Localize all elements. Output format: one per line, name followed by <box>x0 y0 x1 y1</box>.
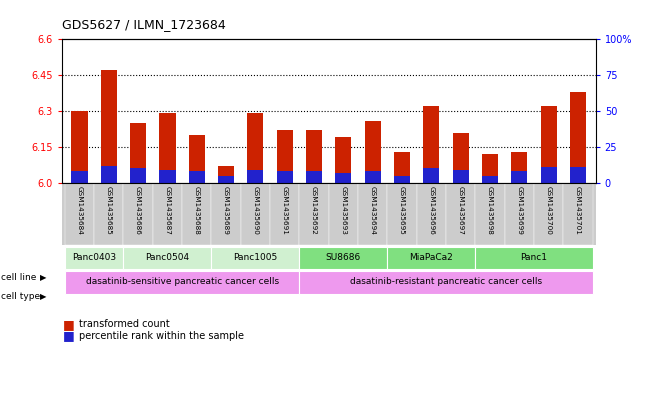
Bar <box>570 167 586 183</box>
Text: Panc0504: Panc0504 <box>145 253 189 262</box>
Text: ■: ■ <box>63 329 75 343</box>
Bar <box>247 114 264 183</box>
Text: transformed count: transformed count <box>79 319 170 329</box>
Bar <box>417 183 446 246</box>
Bar <box>482 176 498 183</box>
Bar <box>534 183 563 246</box>
Bar <box>65 183 94 246</box>
Text: GSM1435684: GSM1435684 <box>76 186 83 235</box>
Bar <box>358 183 387 246</box>
Text: GSM1435692: GSM1435692 <box>311 186 317 235</box>
Bar <box>475 247 592 269</box>
Bar <box>72 171 87 183</box>
Bar <box>65 271 299 294</box>
Bar <box>446 183 475 246</box>
Bar <box>212 183 241 246</box>
Bar <box>159 114 176 183</box>
Bar <box>423 168 439 183</box>
Text: dasatinib-sensitive pancreatic cancer cells: dasatinib-sensitive pancreatic cancer ce… <box>85 277 279 286</box>
Text: GSM1435686: GSM1435686 <box>135 186 141 235</box>
Bar <box>475 183 505 246</box>
Bar <box>159 170 176 183</box>
Text: ■: ■ <box>63 318 75 331</box>
Bar <box>394 176 410 183</box>
Text: GSM1435697: GSM1435697 <box>458 186 464 235</box>
Bar <box>505 183 534 246</box>
Bar <box>423 106 439 183</box>
Bar <box>124 183 153 246</box>
Bar <box>189 171 205 183</box>
Text: GSM1435699: GSM1435699 <box>516 186 522 235</box>
Text: GSM1435685: GSM1435685 <box>105 186 112 235</box>
Bar <box>335 173 352 183</box>
Bar <box>218 176 234 183</box>
Text: cell type: cell type <box>1 292 40 301</box>
Text: ▶: ▶ <box>40 292 47 301</box>
Bar <box>511 152 527 183</box>
Text: Panc1005: Panc1005 <box>233 253 277 262</box>
Text: SU8686: SU8686 <box>326 253 361 262</box>
Text: cell line: cell line <box>1 273 36 281</box>
Bar <box>241 183 270 246</box>
Bar <box>101 70 117 183</box>
Text: MiaPaCa2: MiaPaCa2 <box>409 253 453 262</box>
Text: GSM1435694: GSM1435694 <box>370 186 376 235</box>
Text: GSM1435690: GSM1435690 <box>253 186 258 235</box>
Bar <box>365 121 381 183</box>
Bar <box>299 247 387 269</box>
Text: GDS5627 / ILMN_1723684: GDS5627 / ILMN_1723684 <box>62 18 226 31</box>
Bar <box>306 130 322 183</box>
Bar <box>130 123 146 183</box>
Bar <box>563 183 592 246</box>
Text: GSM1435687: GSM1435687 <box>165 186 171 235</box>
Bar <box>189 135 205 183</box>
Bar <box>72 111 87 183</box>
Text: dasatinib-resistant pancreatic cancer cells: dasatinib-resistant pancreatic cancer ce… <box>350 277 542 286</box>
Bar <box>94 183 124 246</box>
Bar <box>452 132 469 183</box>
Bar <box>570 92 586 183</box>
Text: GSM1435696: GSM1435696 <box>428 186 434 235</box>
Bar <box>511 171 527 183</box>
Bar <box>452 170 469 183</box>
Bar <box>212 247 299 269</box>
Bar <box>335 137 352 183</box>
Bar <box>482 154 498 183</box>
Text: GSM1435689: GSM1435689 <box>223 186 229 235</box>
Text: GSM1435698: GSM1435698 <box>487 186 493 235</box>
Text: ▶: ▶ <box>40 273 47 281</box>
Bar <box>277 130 293 183</box>
Bar <box>306 171 322 183</box>
Text: GSM1435691: GSM1435691 <box>282 186 288 235</box>
Text: GSM1435688: GSM1435688 <box>194 186 200 235</box>
Bar <box>299 271 592 294</box>
Bar <box>329 183 358 246</box>
Text: GSM1435693: GSM1435693 <box>340 186 346 235</box>
Text: Panc1: Panc1 <box>521 253 547 262</box>
Text: GSM1435700: GSM1435700 <box>546 186 552 235</box>
Text: GSM1435701: GSM1435701 <box>575 186 581 235</box>
Text: percentile rank within the sample: percentile rank within the sample <box>79 331 244 341</box>
Bar <box>182 183 212 246</box>
Bar <box>218 166 234 183</box>
Text: GSM1435695: GSM1435695 <box>399 186 405 235</box>
Bar <box>299 183 329 246</box>
Bar <box>130 168 146 183</box>
Bar <box>387 183 417 246</box>
Bar <box>247 170 264 183</box>
Bar <box>65 247 124 269</box>
Bar <box>387 247 475 269</box>
Bar <box>394 152 410 183</box>
Bar <box>270 183 299 246</box>
Bar <box>541 167 557 183</box>
Bar <box>365 171 381 183</box>
Bar <box>101 165 117 183</box>
Bar <box>124 247 212 269</box>
Bar <box>277 171 293 183</box>
Bar <box>153 183 182 246</box>
Text: Panc0403: Panc0403 <box>72 253 116 262</box>
Bar <box>541 106 557 183</box>
